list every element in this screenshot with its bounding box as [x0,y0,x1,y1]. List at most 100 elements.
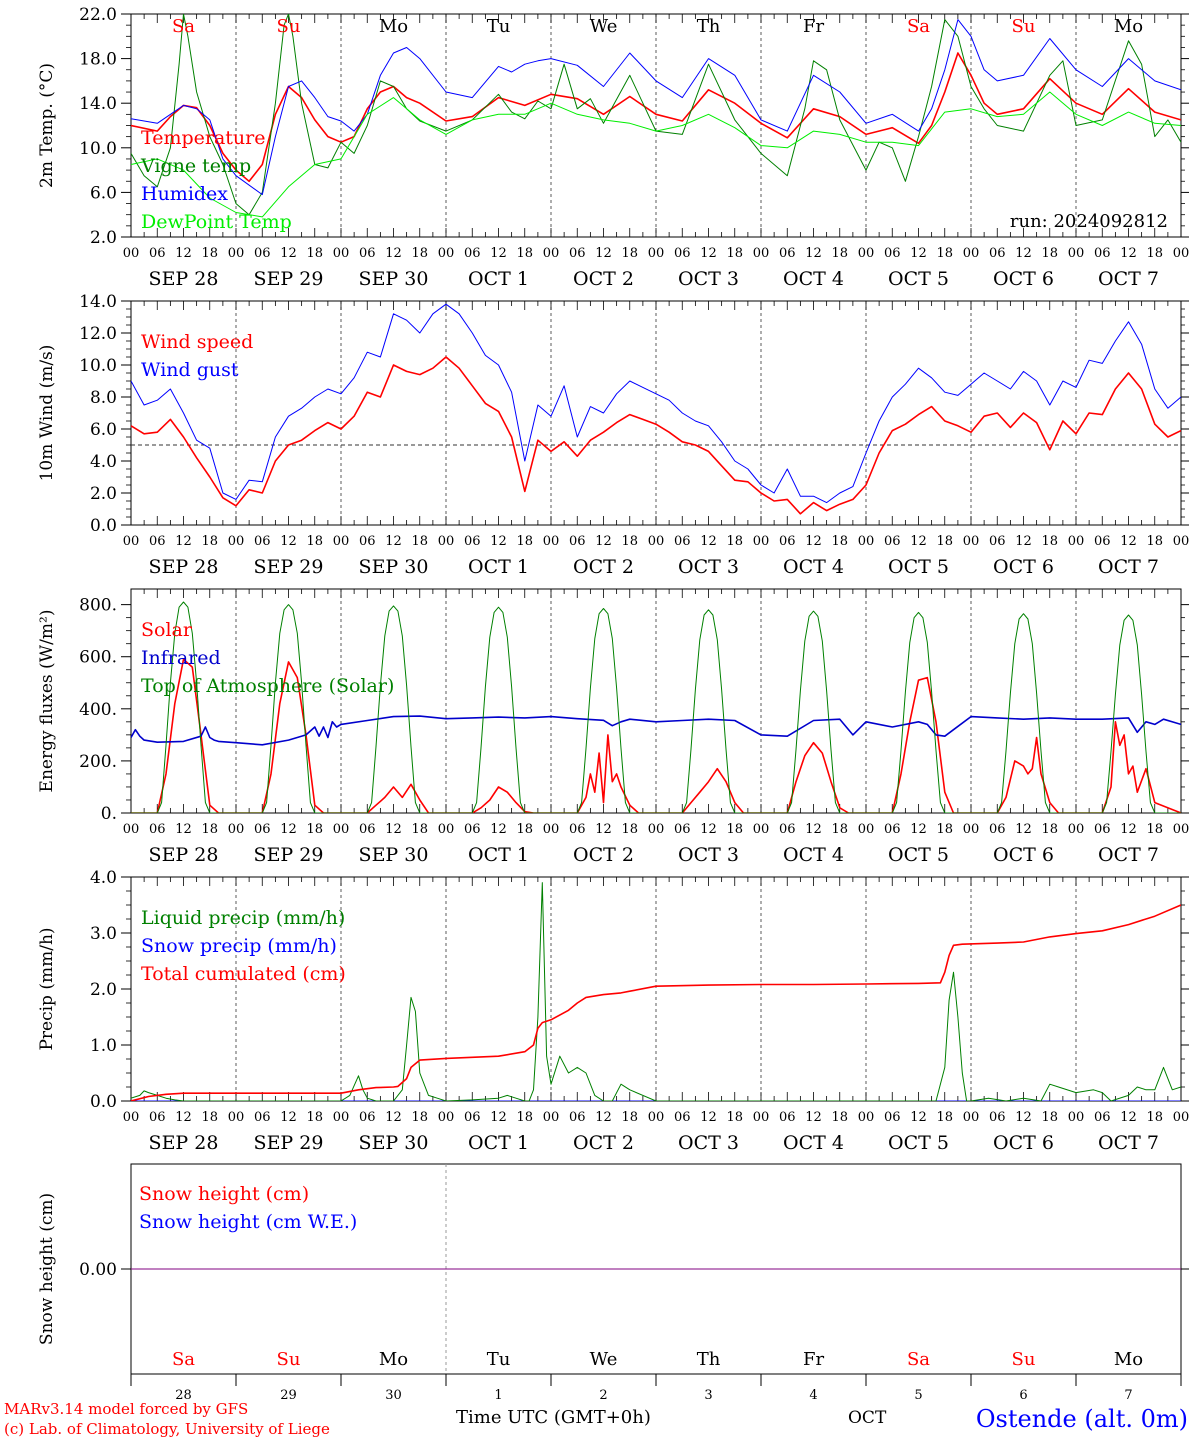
y-axis-label: Snow height (cm) [37,1193,57,1345]
y-tick-label: 1.0 [90,1036,117,1056]
hour-label: 12 [490,246,507,261]
hour-label: 06 [989,246,1006,261]
hour-label: 00 [963,1110,980,1125]
hour-label: 12 [385,1110,402,1125]
day-number: 6 [1019,1388,1027,1403]
y-tick-label: 10.0 [79,139,117,159]
hour-label: 18 [411,1110,428,1125]
hour-label: 00 [858,1110,875,1125]
hour-label: 00 [1068,822,1085,837]
hour-label: 18 [621,822,638,837]
hour-label: 18 [306,246,323,261]
hour-label: 18 [936,534,953,549]
hour-label: 06 [254,1110,271,1125]
hour-label: 00 [1068,1110,1085,1125]
hour-label: 12 [910,246,927,261]
hour-label: 06 [464,1110,481,1125]
date-label: OCT 2 [573,1132,634,1154]
y-axis-label: Energy fluxes (W/m²) [37,610,57,793]
hour-label: 18 [726,822,743,837]
month-label: OCT [848,1408,887,1428]
hour-label: 06 [989,1110,1006,1125]
hour-label: 18 [726,534,743,549]
day-number: 5 [914,1388,922,1403]
hour-label: 00 [123,822,140,837]
day-name: Th [697,16,721,37]
y-tick-label: 18.0 [79,50,117,70]
hour-label: 12 [1015,822,1032,837]
day-name: Fr [803,1349,824,1370]
day-name: Su [277,16,301,37]
date-label: OCT 7 [1098,556,1159,578]
date-label: OCT 4 [783,556,844,578]
hour-label: 00 [543,1110,560,1125]
hour-label: 12 [1120,822,1137,837]
date-label: OCT 1 [468,268,529,290]
station-name: Ostende (alt. 0m) [976,1405,1188,1433]
legend-entry: Liquid precip (mm/h) [141,907,345,929]
hour-label: 18 [831,534,848,549]
day-name: Su [277,1349,301,1370]
y-tick-label: 14.0 [79,292,117,312]
hour-label: 00 [333,822,350,837]
hour-label: 06 [779,1110,796,1125]
series-line-humidex [131,19,1181,196]
hour-label: 06 [359,1110,376,1125]
hour-label: 12 [805,1110,822,1125]
hour-label: 12 [1015,534,1032,549]
hour-label: 00 [228,246,245,261]
model-credit: MARv3.14 model forced by GFS [4,1400,248,1418]
hour-label: 18 [1146,534,1163,549]
hour-label: 06 [464,534,481,549]
y-tick-label: 0.0 [90,1092,117,1112]
day-number: 1 [494,1388,502,1403]
legend-entry: Snow height (cm) [139,1183,309,1205]
hour-label: 12 [385,246,402,261]
hour-label: 12 [175,246,192,261]
y-tick-label: 4.0 [90,452,117,472]
date-label: OCT 2 [573,268,634,290]
hour-label: 06 [149,822,166,837]
day-name: Su [1012,1349,1036,1370]
hour-label: 18 [201,534,218,549]
day-name: Th [697,1349,721,1370]
date-label: SEP 29 [254,1132,324,1154]
day-name: Su [1012,16,1036,37]
date-label: OCT 2 [573,844,634,866]
hour-label: 00 [438,246,455,261]
hour-label: 18 [306,534,323,549]
hour-label: 00 [333,1110,350,1125]
hour-label: 06 [1094,822,1111,837]
hour-label: 18 [516,534,533,549]
hour-label: 18 [621,1110,638,1125]
day-name: Sa [907,1349,930,1370]
y-tick-label: 800. [79,596,117,616]
y-tick-label: 0.00 [79,1260,117,1280]
series-line-solar [131,658,1181,813]
hour-label: 06 [254,534,271,549]
hour-label: 12 [1120,1110,1137,1125]
y-tick-label: 6.0 [90,183,117,203]
day-name: Tu [487,16,511,37]
y-tick-label: 12.0 [79,324,117,344]
date-label: OCT 3 [678,844,739,866]
hour-label: 18 [936,1110,953,1125]
day-name: Sa [172,16,195,37]
hour-label: 06 [149,246,166,261]
hour-label: 18 [201,822,218,837]
hour-label: 00 [543,822,560,837]
date-label: OCT 1 [468,844,529,866]
hour-label: 12 [700,1110,717,1125]
hour-label: 12 [700,246,717,261]
legend-entry: Solar [141,619,193,641]
date-label: SEP 29 [254,268,324,290]
hour-label: 06 [779,246,796,261]
day-number: 2 [599,1388,607,1403]
hour-label: 06 [989,534,1006,549]
day-name: Fr [803,16,824,37]
series-line-vigne-temp [131,14,1181,216]
run-annotation: run: 2024092812 [1010,211,1168,232]
hour-label: 18 [1041,822,1058,837]
hour-label: 12 [595,534,612,549]
hour-label: 00 [648,246,665,261]
